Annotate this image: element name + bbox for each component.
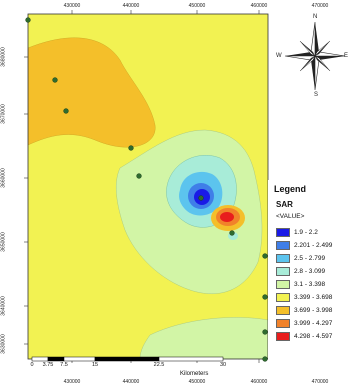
legend-item-label: 3.999 - 4.297 — [294, 320, 333, 327]
legend-item: 1.9 - 2.2 — [276, 228, 350, 238]
legend-item-label: 2.5 - 2.799 — [294, 255, 326, 262]
scale-unit-label: Kilometers — [180, 371, 209, 377]
compass-south-label: S — [314, 92, 319, 98]
compass-north-label: N — [313, 14, 318, 20]
scale-bar — [31, 356, 224, 362]
legend-swatch — [276, 267, 290, 276]
sample-point — [262, 253, 268, 259]
legend-item: 3.399 - 3.698 — [276, 293, 350, 303]
bottom-tick-label: 470000 — [311, 379, 329, 385]
legend-item-label: 3.699 - 3.998 — [294, 307, 333, 314]
bottom-tick-label: 440000 — [122, 379, 140, 385]
sample-point — [262, 329, 268, 335]
zone-orange-northwest — [28, 37, 156, 148]
compass-west-label: W — [276, 53, 282, 59]
left-tick-label: 3650000 — [0, 232, 7, 252]
sample-point — [136, 173, 142, 179]
sample-point — [229, 230, 235, 236]
legend-title: Legend — [274, 184, 307, 194]
legend-swatch — [276, 241, 290, 250]
legend-item: 3.699 - 3.998 — [276, 306, 350, 316]
legend-item-label: 4.298 - 4.597 — [294, 333, 333, 340]
scale-tick-label: 3.75 — [42, 362, 54, 368]
top-tick-label: 430000 — [63, 3, 81, 9]
legend-item: 4.298 - 4.597 — [276, 332, 350, 342]
compass-east-label: E — [344, 53, 349, 59]
legend-swatch — [276, 254, 290, 263]
scale-tick-label: 22.5 — [153, 362, 165, 368]
legend-variable: SAR — [276, 200, 293, 209]
legend-swatch — [276, 280, 290, 289]
legend-swatch — [276, 228, 290, 237]
bottom-tick-label: 430000 — [63, 379, 81, 385]
legend-item: 2.5 - 2.799 — [276, 254, 350, 264]
legend-item-label: 1.9 - 2.2 — [294, 229, 318, 236]
legend-item: 3.1 - 3.398 — [276, 280, 350, 290]
scale-tick-label: 15 — [91, 362, 99, 368]
legend-item: 2.8 - 3.099 — [276, 267, 350, 277]
compass-rose-icon — [284, 21, 346, 91]
sample-point — [262, 294, 268, 300]
sample-point — [52, 77, 58, 83]
map-legend: Legend SAR <VALUE> 1.9 - 2.2 2.201 - 2.4… — [268, 180, 350, 362]
sample-point — [128, 145, 134, 151]
sample-point — [63, 108, 69, 114]
sample-point — [262, 356, 268, 362]
zone-red-maximum — [220, 212, 234, 222]
legend-item-label: 3.399 - 3.698 — [294, 294, 333, 301]
scale-tick-label: 0 — [30, 362, 34, 368]
scale-tick-label: 30 — [219, 362, 227, 368]
top-tick-label: 450000 — [188, 3, 206, 9]
bottom-tick-label: 450000 — [188, 379, 206, 385]
legend-item-label: 2.201 - 2.499 — [294, 242, 333, 249]
legend-item-label: 2.8 - 3.099 — [294, 268, 326, 275]
top-tick-label: 440000 — [122, 3, 140, 9]
legend-swatch — [276, 319, 290, 328]
sample-points — [25, 17, 268, 362]
legend-item-label: 3.1 - 3.398 — [294, 281, 326, 288]
legend-swatch — [276, 332, 290, 341]
legend-swatch — [276, 293, 290, 302]
left-tick-label: 3640000 — [0, 296, 7, 316]
sample-point — [25, 17, 31, 23]
legend-swatch — [276, 306, 290, 315]
bottom-tick-label: 460000 — [250, 379, 268, 385]
legend-value-label: <VALUE> — [276, 213, 305, 220]
legend-item: 2.201 - 2.499 — [276, 241, 350, 251]
scale-tick-label: 7.5 — [60, 362, 68, 368]
legend-item: 3.999 - 4.297 — [276, 319, 350, 329]
top-tick-label: 460000 — [250, 3, 268, 9]
sample-point — [198, 195, 204, 201]
left-tick-label: 3670000 — [0, 104, 7, 124]
left-tick-label: 3630000 — [0, 334, 7, 354]
top-tick-label: 470000 — [311, 3, 329, 9]
left-tick-label: 3660000 — [0, 168, 7, 188]
left-tick-label: 3680000 — [0, 47, 7, 67]
